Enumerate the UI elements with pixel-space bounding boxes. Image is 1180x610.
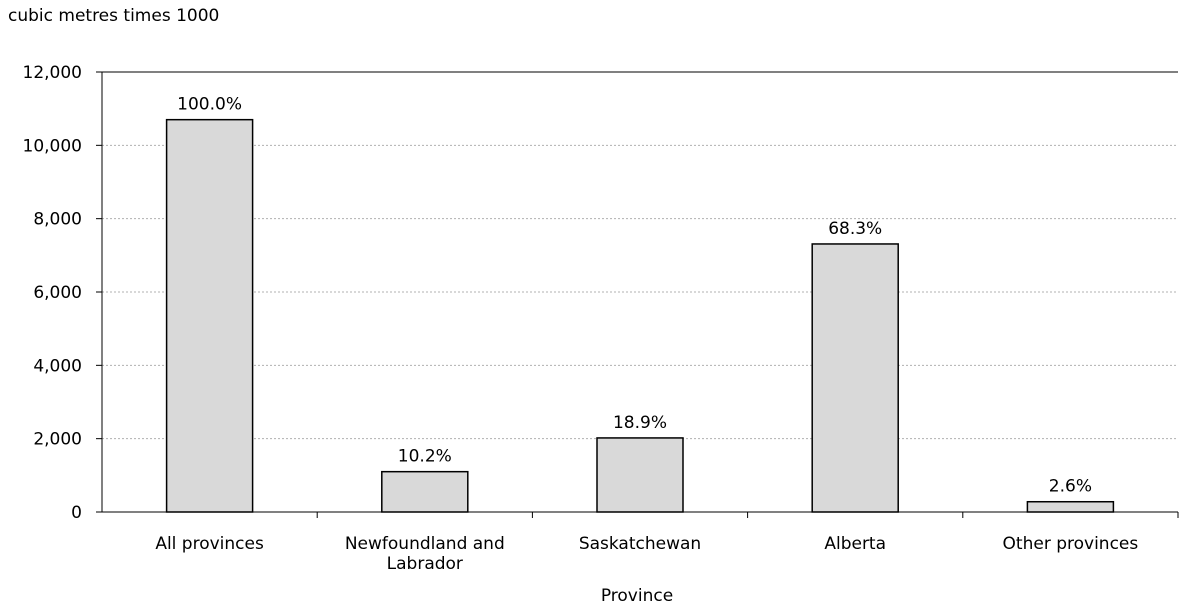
y-tick-label: 0 xyxy=(71,503,82,523)
x-tick-label: Labrador xyxy=(387,554,463,574)
bar xyxy=(811,243,899,513)
x-tick-label: Saskatchewan xyxy=(579,534,701,554)
y-tick-label: 2,000 xyxy=(33,430,82,450)
x-tick-label: Newfoundland and xyxy=(345,534,505,554)
y-tick-label: 12,000 xyxy=(23,63,82,83)
bar-data-label: 18.9% xyxy=(613,413,667,433)
x-tick-label: Alberta xyxy=(824,534,886,554)
bar-data-label: 100.0% xyxy=(177,95,242,115)
bar-data-label: 68.3% xyxy=(828,219,882,239)
bar xyxy=(165,118,254,513)
bar xyxy=(1026,500,1115,513)
x-axis-title-wrapper: Province xyxy=(0,586,1180,606)
y-tick-label: 10,000 xyxy=(23,136,82,156)
y-tick-label: 4,000 xyxy=(33,356,82,376)
y-tick-label: 6,000 xyxy=(33,283,82,303)
bar xyxy=(596,437,684,513)
y-tick-label: 8,000 xyxy=(33,210,82,230)
bar-data-label: 10.2% xyxy=(398,447,452,467)
x-axis-title: Province xyxy=(600,586,674,606)
bar-data-label: 2.6% xyxy=(1049,477,1092,497)
x-tick-label: All provinces xyxy=(155,534,264,554)
x-tick-label: Other provinces xyxy=(1003,534,1139,554)
y-axis-unit-label: cubic metres times 1000 xyxy=(8,6,220,26)
bar xyxy=(381,470,469,513)
